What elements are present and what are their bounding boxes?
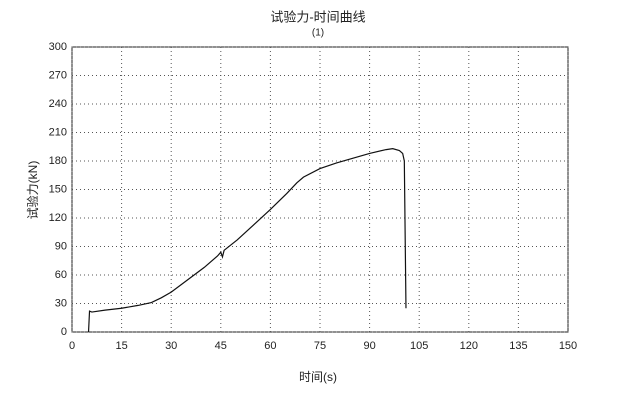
- y-tick-label: 240: [49, 98, 67, 110]
- x-tick-label: 30: [165, 340, 177, 352]
- x-tick-label: 90: [363, 340, 375, 352]
- x-tick-label: 60: [264, 340, 276, 352]
- x-tick-label: 105: [410, 340, 428, 352]
- chart-title: 试验力-时间曲线: [270, 9, 365, 24]
- y-tick-label: 150: [49, 183, 67, 195]
- y-tick-label: 180: [49, 155, 67, 167]
- y-tick-label: 30: [55, 297, 67, 309]
- y-tick-label: 270: [49, 69, 67, 81]
- x-axis-label: 时间(s): [299, 370, 337, 384]
- y-tick-label: 210: [49, 126, 67, 138]
- y-tick-label: 300: [49, 41, 67, 53]
- chart-subtitle: (1): [312, 28, 324, 39]
- x-tick-label: 15: [115, 340, 127, 352]
- data-line: [87, 148, 407, 333]
- x-tick-label: 75: [314, 340, 326, 352]
- x-tick-label: 0: [69, 340, 75, 352]
- y-tick-label: 0: [61, 326, 67, 338]
- x-tick-label: 150: [559, 340, 577, 352]
- x-tick-label: 45: [215, 340, 227, 352]
- y-axis-label: 试验力(kN): [25, 161, 40, 220]
- x-tick-label: 120: [460, 340, 478, 352]
- y-tick-label: 90: [55, 240, 67, 252]
- y-tick-label: 60: [55, 269, 67, 281]
- y-tick-label: 120: [49, 212, 67, 224]
- x-tick-label: 135: [509, 340, 527, 352]
